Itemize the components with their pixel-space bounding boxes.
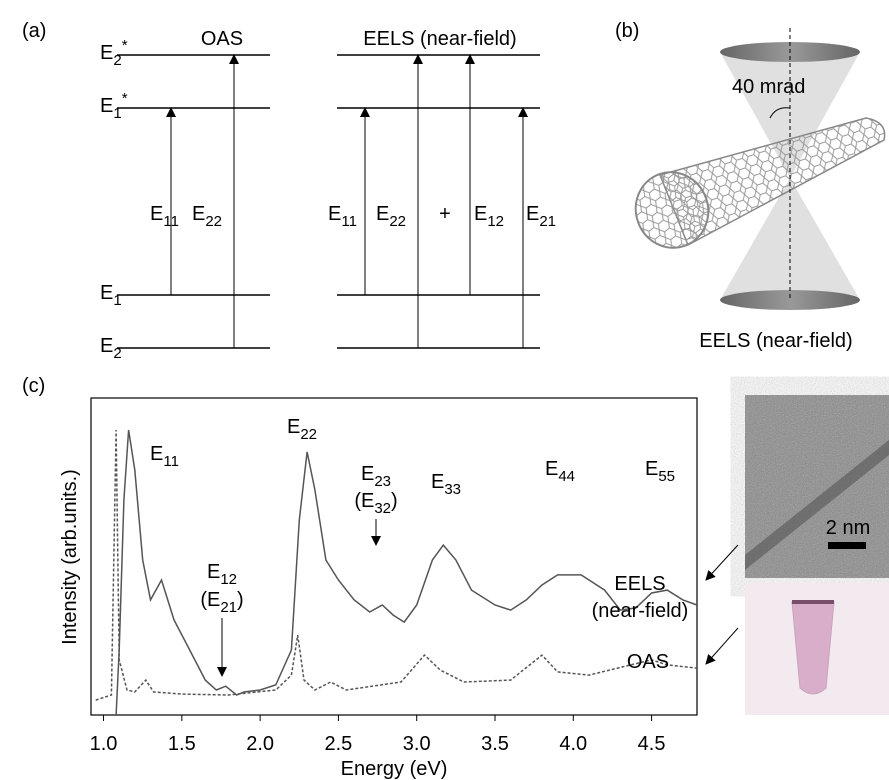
peak-label-part: E [287,416,300,438]
transition-label: E22 [376,203,406,230]
peak-label: E33 [431,471,461,498]
peak-label: (E21) [200,589,243,616]
level-label: E2* [100,37,128,69]
level-label-part: * [122,90,128,107]
peak-label-part: 32 [374,500,391,517]
level-label-part: 2 [113,52,121,69]
peak-label-part: 55 [658,468,675,485]
pointer-arrow [706,545,738,580]
peak-label-part: 23 [374,473,391,490]
transition-label-part: E [376,203,389,225]
peak-label-part: 44 [558,468,575,485]
transition-label-part: E [328,203,341,225]
peak-label-part: 33 [444,481,461,498]
level-label-part: E [100,335,113,357]
plot-frame [91,398,697,715]
peak-label-part: E [431,471,444,493]
series-line [116,430,697,715]
transition-label-part: E [192,203,205,225]
series-label: OAS [627,651,669,673]
transition-label: E11 [150,203,179,230]
level-label-part: 1 [113,292,121,309]
transition-label-part: 12 [487,213,504,230]
tem-image [745,395,889,578]
level-label-part: E [100,42,113,64]
x-tick-label: 2.5 [325,733,353,755]
level-label: E1* [100,90,128,122]
diagram-title: EELS (near-field) [363,28,516,50]
level-label-part: E [100,282,113,304]
plus-sign: + [439,203,451,225]
transition-label-part: 21 [539,213,556,230]
caption: EELS (near-field) [699,330,852,352]
series-label: (near-field) [592,600,689,622]
cone-diagram [625,28,884,310]
peak-label: E23 [361,463,391,490]
level-label: E1 [100,282,122,309]
level-label: E2 [100,335,122,362]
pointer-arrow [706,628,738,664]
peak-label: E44 [545,458,575,485]
transition-label-part: 22 [205,213,222,230]
peak-label-part: E [545,458,558,480]
transition-label-part: E [150,203,163,225]
x-tick-label: 2.0 [246,733,274,755]
level-label-part: * [122,37,128,54]
figure: (a) (b) (c) OAS EELS (near-field) + 40 m… [0,0,889,780]
x-axis-label: Energy (eV) [341,758,448,780]
peak-label-part: E [150,443,163,465]
peak-label-part: 12 [220,571,237,588]
y-axis-label: Intensity (arb.units.) [59,469,81,645]
peak-label-part: ) [237,589,244,611]
panel-label: (b) [615,20,639,42]
angle-label: 40 mrad [732,76,805,98]
peak-label-part: 11 [163,453,179,470]
transition-label: E21 [526,203,556,230]
peak-label-part: E [361,463,374,485]
peak-label-part: (E [354,490,374,512]
vial-image [745,583,889,715]
peak-label-part: ) [391,490,398,512]
peak-label-part: (E [200,589,220,611]
peak-label: (E32) [354,490,397,517]
diagram-title: OAS [201,28,243,50]
x-tick-label: 4.5 [638,733,666,755]
peak-label: E55 [645,458,675,485]
panel-label: (a) [22,20,46,42]
peak-label-part: E [645,458,658,480]
peak-label-part: E [207,561,220,583]
transition-label-part: E [526,203,539,225]
transition-label-part: 22 [389,213,406,230]
level-label-part: 2 [113,345,121,362]
transition-label-part: E [474,203,487,225]
x-tick-label: 3.5 [481,733,509,755]
x-tick-label: 1.5 [168,733,196,755]
panel-label: (c) [22,375,45,397]
x-tick-label: 1.0 [90,733,118,755]
scale-bar-label: 2 nm [826,517,870,539]
peak-label: E11 [150,443,179,470]
level-label-part: E [100,95,113,117]
x-tick-label: 3.0 [403,733,431,755]
x-tick-label: 4.0 [559,733,587,755]
transition-label: E11 [328,203,357,230]
peak-label-part: 21 [220,599,237,616]
peak-label-part: 22 [300,426,317,443]
transition-label: E12 [474,203,504,230]
transition-label-part: 11 [163,213,179,230]
series-line [96,430,697,700]
transition-label-part: 11 [341,213,357,230]
transition-label: E22 [192,203,222,230]
peak-label: E12 [207,561,237,588]
peak-label: E22 [287,416,317,443]
level-label-part: 1 [113,105,121,122]
series-label: EELS [614,573,665,595]
